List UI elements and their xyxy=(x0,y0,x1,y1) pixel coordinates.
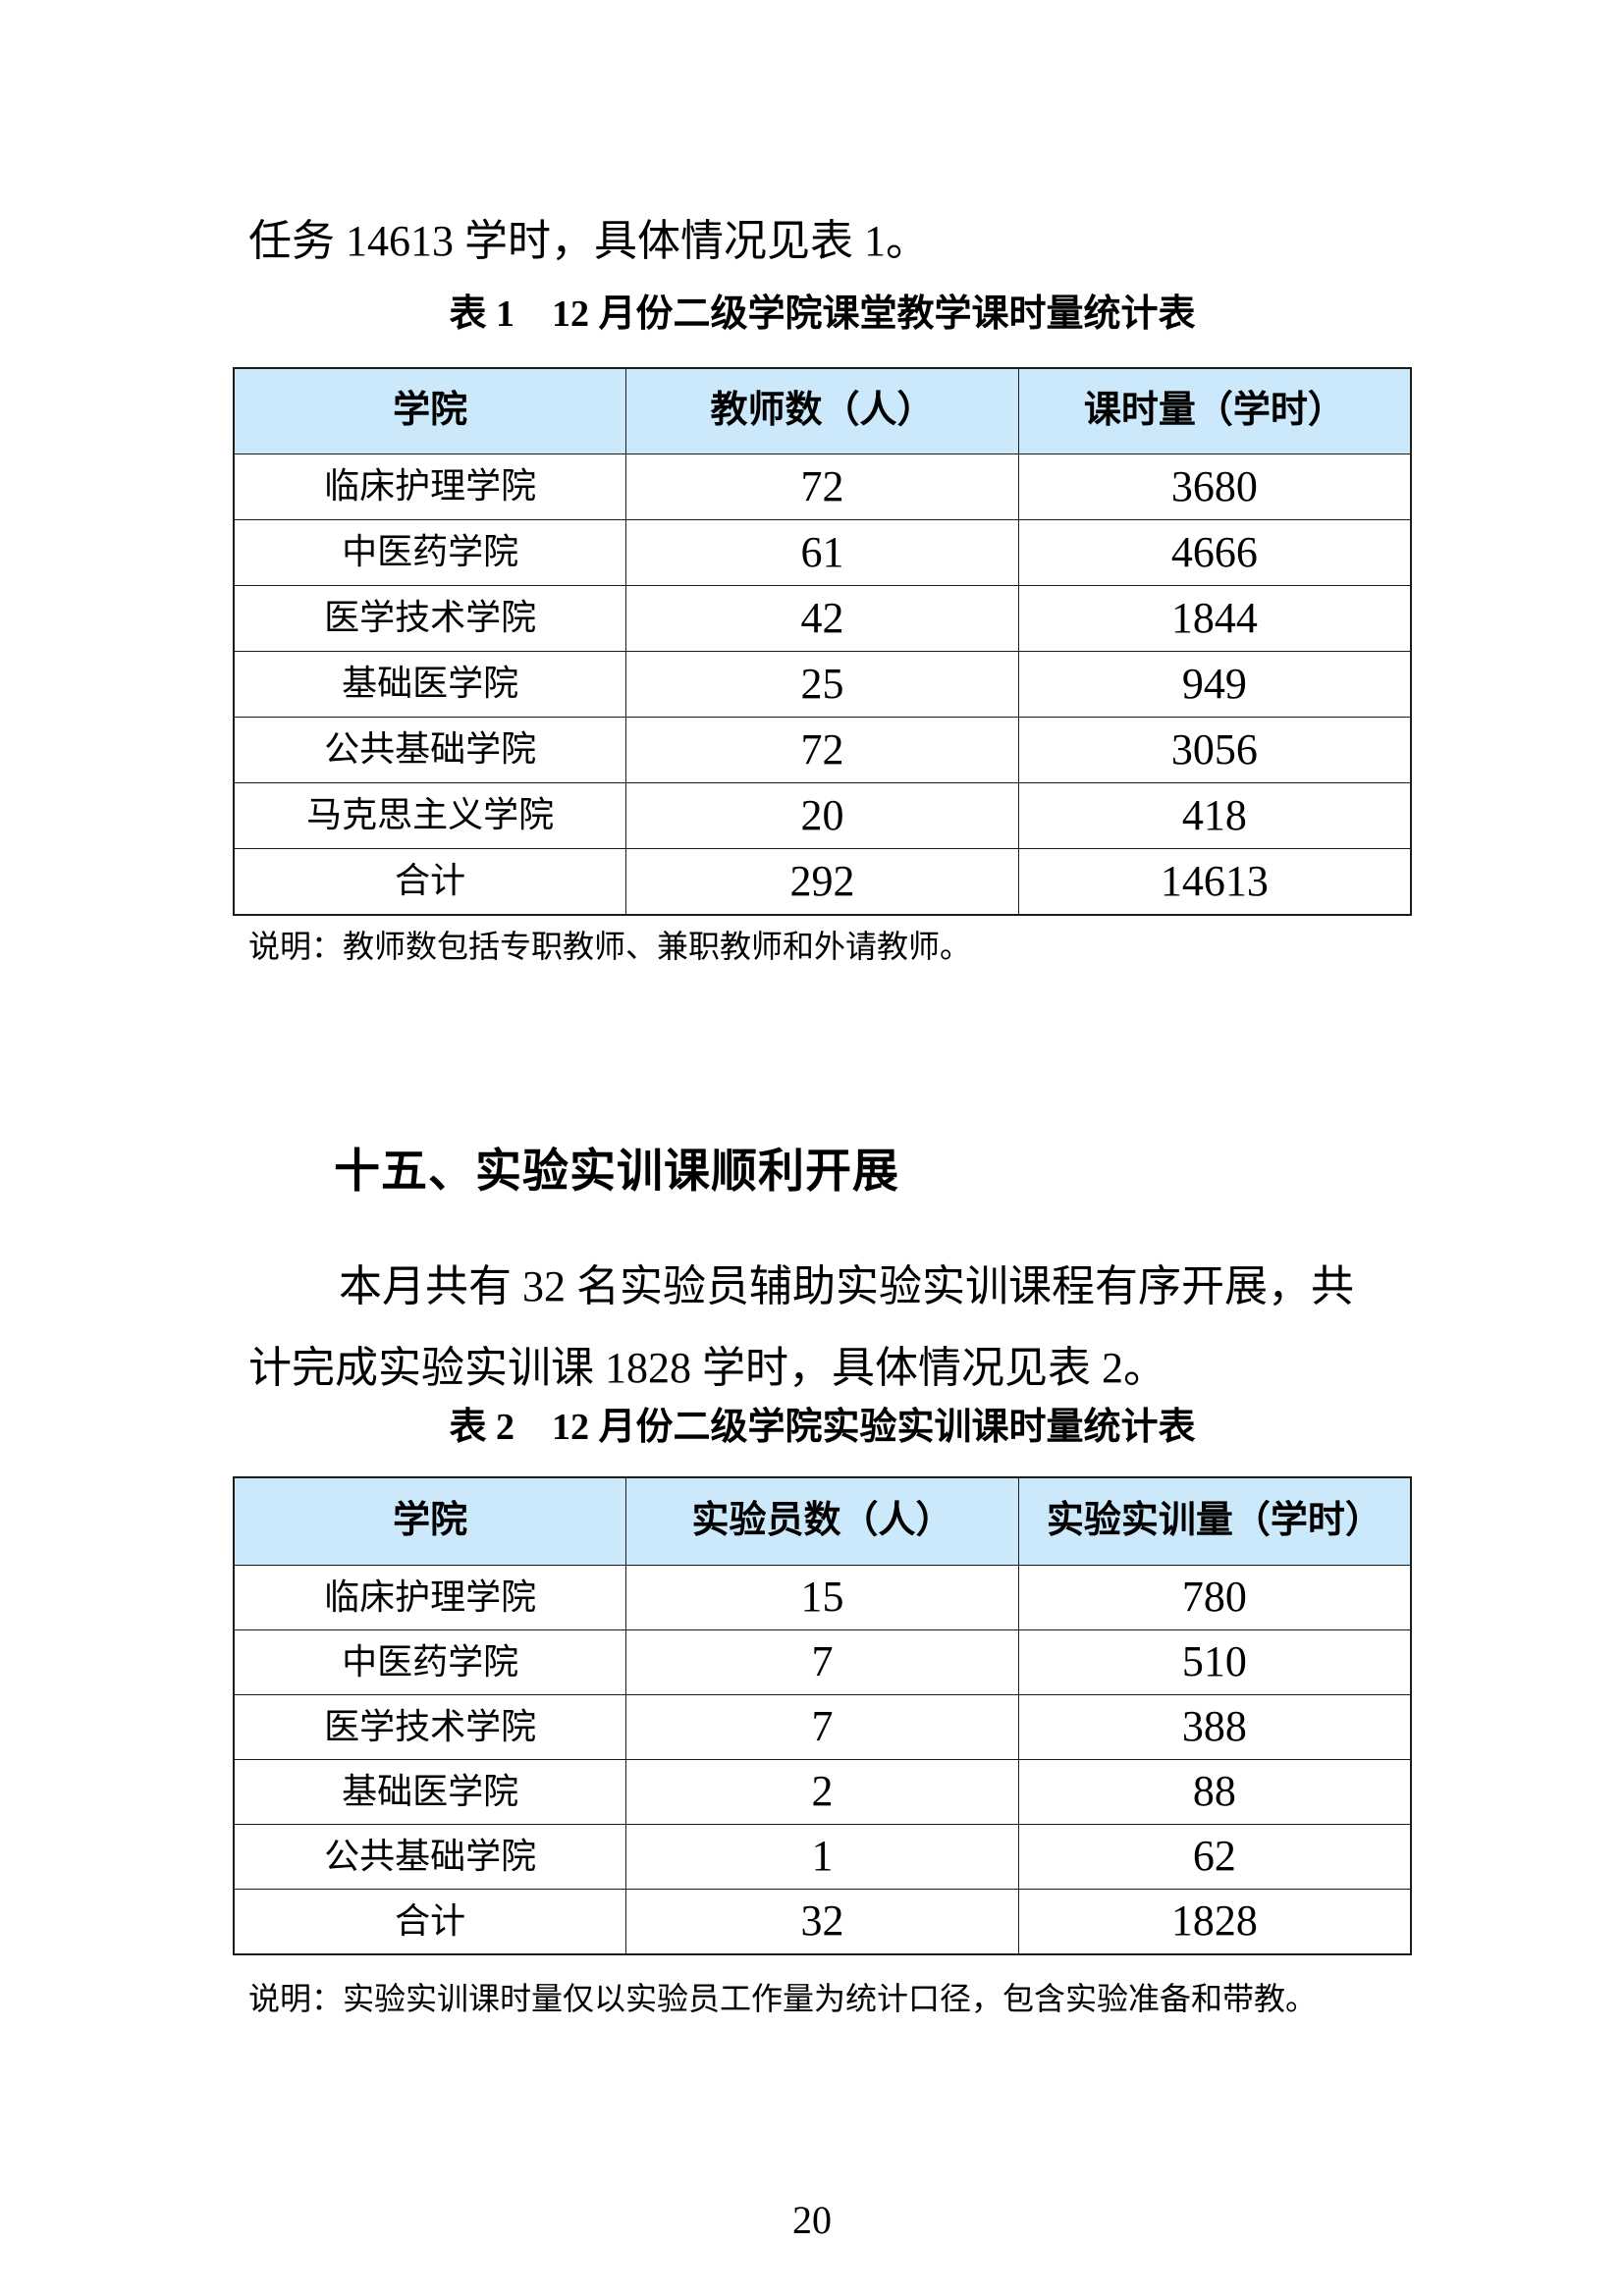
table-cell: 马克思主义学院 xyxy=(233,782,627,849)
table-cell: 4666 xyxy=(1017,519,1412,586)
table-cell: 1844 xyxy=(1017,585,1412,652)
table-cell: 公共基础学院 xyxy=(233,1824,627,1890)
table-cell: 1828 xyxy=(1017,1889,1412,1955)
paragraph-line-2: 计完成实验实训课 1828 学时，具体情况见表 2。 xyxy=(248,1344,1166,1392)
table-cell: 医学技术学院 xyxy=(233,1694,627,1760)
table-cell: 418 xyxy=(1017,782,1412,849)
table-cell: 20 xyxy=(625,782,1019,849)
table2-note: 说明：实验实训课时量仅以实验员工作量为统计口径，包含实验准备和带教。 xyxy=(248,1981,1318,2016)
table-cell: 62 xyxy=(1017,1824,1412,1890)
section-heading: 十五、实验实训课顺利开展 xyxy=(334,1147,899,1198)
table-row: 基础医学院 2 88 xyxy=(233,1759,1412,1825)
table-row: 医学技术学院 42 1844 xyxy=(233,585,1412,652)
table-cell: 510 xyxy=(1017,1629,1412,1695)
intro-paragraph-line: 任务 14613 学时，具体情况见表 1。 xyxy=(248,217,929,265)
column-header: 课时量（学时） xyxy=(1017,367,1412,454)
table-cell: 72 xyxy=(625,454,1019,520)
table-cell: 公共基础学院 xyxy=(233,717,627,783)
table-cell: 基础医学院 xyxy=(233,651,627,718)
table-row: 临床护理学院 72 3680 xyxy=(233,454,1412,520)
table1-classroom-hours: 学院 教师数（人） 课时量（学时） 临床护理学院 72 3680 中医药学院 61 4666 医学… xyxy=(233,367,1412,916)
table-cell: 15 xyxy=(625,1565,1019,1630)
table-cell: 3056 xyxy=(1017,717,1412,783)
table-cell: 25 xyxy=(625,651,1019,718)
table2-caption: 表 2 12 月份二级学院实验实训课时量统计表 xyxy=(449,1407,1196,1448)
table-cell: 7 xyxy=(625,1694,1019,1760)
column-header: 实验实训量（学时） xyxy=(1017,1476,1412,1566)
table-cell: 780 xyxy=(1017,1565,1412,1630)
table-cell: 292 xyxy=(625,848,1019,916)
table-cell: 14613 xyxy=(1017,848,1412,916)
table-cell: 388 xyxy=(1017,1694,1412,1760)
table-header-row: 学院 实验员数（人） 实验实训量（学时） xyxy=(233,1476,1412,1566)
table-cell: 7 xyxy=(625,1629,1019,1695)
table-row: 公共基础学院 72 3056 xyxy=(233,717,1412,783)
table-cell: 72 xyxy=(625,717,1019,783)
table-row: 合计 32 1828 xyxy=(233,1889,1412,1955)
table-cell: 2 xyxy=(625,1759,1019,1825)
table1-note: 说明：教师数包括专职教师、兼职教师和外请教师。 xyxy=(248,929,972,964)
table-row: 公共基础学院 1 62 xyxy=(233,1824,1412,1890)
table-cell: 临床护理学院 xyxy=(233,454,627,520)
table-cell: 中医药学院 xyxy=(233,519,627,586)
page-number: 20 xyxy=(792,2198,832,2242)
table-cell: 949 xyxy=(1017,651,1412,718)
column-header: 教师数（人） xyxy=(625,367,1019,454)
table-row: 马克思主义学院 20 418 xyxy=(233,782,1412,849)
column-header: 实验员数（人） xyxy=(625,1476,1019,1566)
table-cell: 1 xyxy=(625,1824,1019,1890)
table-cell: 32 xyxy=(625,1889,1019,1955)
table-cell: 61 xyxy=(625,519,1019,586)
table-cell: 医学技术学院 xyxy=(233,585,627,652)
table-cell: 临床护理学院 xyxy=(233,1565,627,1630)
table-row: 临床护理学院 15 780 xyxy=(233,1565,1412,1630)
table-row: 中医药学院 7 510 xyxy=(233,1629,1412,1695)
table-cell: 3680 xyxy=(1017,454,1412,520)
table-row: 合计 292 14613 xyxy=(233,848,1412,916)
column-header: 学院 xyxy=(233,367,627,454)
table-cell: 基础医学院 xyxy=(233,1759,627,1825)
column-header: 学院 xyxy=(233,1476,627,1566)
table2-lab-training-hours: 学院 实验员数（人） 实验实训量（学时） 临床护理学院 15 780 中医药学院 7 510 医学… xyxy=(233,1476,1412,1955)
table-row: 中医药学院 61 4666 xyxy=(233,519,1412,586)
table-cell: 合计 xyxy=(233,1889,627,1955)
paragraph-line-1: 本月共有 32 名实验员辅助实验实训课程有序开展，共 xyxy=(339,1262,1354,1310)
table-cell: 88 xyxy=(1017,1759,1412,1825)
table-cell: 42 xyxy=(625,585,1019,652)
table-cell: 合计 xyxy=(233,848,627,916)
table-row: 医学技术学院 7 388 xyxy=(233,1694,1412,1760)
table1-caption: 表 1 12 月份二级学院课堂教学课时量统计表 xyxy=(449,294,1196,335)
table-header-row: 学院 教师数（人） 课时量（学时） xyxy=(233,367,1412,454)
table-row: 基础医学院 25 949 xyxy=(233,651,1412,718)
table-cell: 中医药学院 xyxy=(233,1629,627,1695)
